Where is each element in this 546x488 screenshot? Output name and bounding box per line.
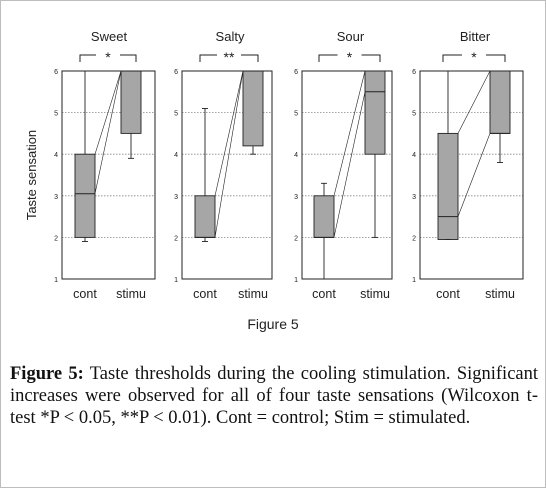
chart-title: Sour: [337, 29, 365, 44]
y-tick-label: 2: [174, 235, 178, 242]
y-tick-label: 6: [294, 69, 298, 76]
q3-connector: [94, 70, 122, 155]
y-tick-label: 1: [412, 277, 416, 284]
x-category-label: stimu: [116, 287, 146, 301]
q3-connector: [214, 70, 244, 196]
y-tick-label: 2: [54, 235, 58, 242]
box-cont: [313, 182, 335, 280]
chart-title: Salty: [216, 29, 245, 44]
caption-lead: Figure 5:: [10, 364, 84, 384]
y-tick-label: 4: [54, 152, 58, 159]
x-category-label: stimu: [485, 287, 515, 301]
significance-marker: *: [105, 49, 111, 65]
chart-panel-sour: 1 2 3 4 5 6 Sour * cont stimu: [294, 29, 393, 301]
caption-body: Taste thresholds during the cooling stim…: [10, 364, 539, 428]
median-connector: [214, 70, 244, 238]
plot-area-border: [181, 70, 273, 280]
x-category-label: stimu: [360, 287, 390, 301]
box-stimu: [364, 70, 386, 238]
median-connector: [94, 70, 122, 194]
x-category-label: cont: [312, 287, 336, 301]
y-tick-label: 6: [174, 69, 178, 76]
y-axis-label: Taste sensation: [24, 130, 39, 220]
y-tick-label: 4: [412, 152, 416, 159]
median-connector: [333, 91, 366, 238]
plot-area-border: [419, 70, 524, 280]
box-plot-figure: 1 2 3 4 5 6 Taste sensation Sweet * cont stimu 1 2 3 4…: [24, 29, 524, 301]
significance-bracket-gap: [462, 50, 486, 60]
x-category-label: cont: [73, 287, 97, 301]
y-tick-label: 6: [412, 69, 416, 76]
plot-area-border: [61, 70, 156, 280]
y-tick-label: 5: [294, 111, 298, 118]
chart-title: Sweet: [91, 29, 128, 44]
y-tick-label: 5: [412, 111, 416, 118]
y-tick-label: 3: [294, 194, 298, 201]
significance-marker: *: [347, 49, 353, 65]
box-stimu: [242, 70, 264, 155]
y-tick-label: 4: [174, 152, 178, 159]
iqr-box: [364, 70, 386, 155]
chart-panel-sweet: 1 2 3 4 5 6 Taste sensation Sweet * cont stimu: [24, 29, 156, 301]
y-tick-label: 1: [174, 277, 178, 284]
x-category-label: cont: [436, 287, 460, 301]
q3-connector: [457, 70, 491, 134]
q3-connector: [333, 70, 366, 196]
median-connector: [457, 133, 491, 217]
iqr-box: [437, 132, 459, 240]
chart-panel-salty: 1 2 3 4 5 6 Salty ** cont stimu: [174, 29, 273, 301]
box-cont: [437, 70, 459, 240]
iqr-box: [74, 153, 96, 238]
chart-title: Bitter: [460, 29, 491, 44]
y-tick-label: 1: [294, 277, 298, 284]
box-stimu: [489, 70, 511, 163]
significance-bracket-gap: [96, 50, 120, 60]
plot-area-border: [301, 70, 393, 280]
chart-panel-bitter: 1 2 3 4 5 6 Bitter * cont stimu: [412, 29, 524, 301]
iqr-box: [489, 70, 511, 134]
y-tick-label: 6: [54, 69, 58, 76]
figure-label: Figure 5: [247, 316, 299, 332]
box-cont: [194, 107, 216, 243]
x-category-label: cont: [193, 287, 217, 301]
figure-caption: Figure 5: Taste thresholds during the co…: [10, 363, 538, 429]
significance-marker: **: [224, 49, 235, 65]
y-tick-label: 3: [54, 194, 58, 201]
iqr-box: [242, 70, 264, 147]
y-tick-label: 3: [412, 194, 416, 201]
significance-marker: *: [471, 49, 477, 65]
y-tick-label: 2: [412, 235, 416, 242]
x-category-label: stimu: [238, 287, 268, 301]
y-tick-label: 3: [174, 194, 178, 201]
y-tick-label: 4: [294, 152, 298, 159]
y-tick-label: 2: [294, 235, 298, 242]
iqr-box: [313, 195, 335, 238]
box-stimu: [120, 70, 142, 159]
box-cont: [74, 70, 96, 243]
y-tick-label: 5: [174, 111, 178, 118]
iqr-box: [194, 195, 216, 238]
significance-bracket-gap: [337, 50, 362, 60]
y-tick-label: 1: [54, 277, 58, 284]
significance-bracket-gap: [217, 50, 241, 60]
y-tick-label: 5: [54, 111, 58, 118]
iqr-box: [120, 70, 142, 134]
